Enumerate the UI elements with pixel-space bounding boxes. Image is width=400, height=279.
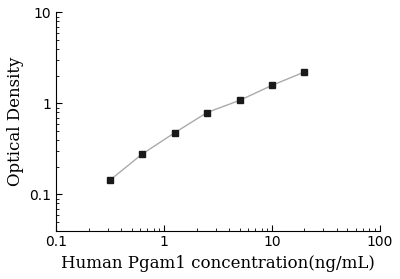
Y-axis label: Optical Density: Optical Density bbox=[7, 57, 24, 186]
X-axis label: Human Pgam1 concentration(ng/mL): Human Pgam1 concentration(ng/mL) bbox=[61, 255, 375, 272]
